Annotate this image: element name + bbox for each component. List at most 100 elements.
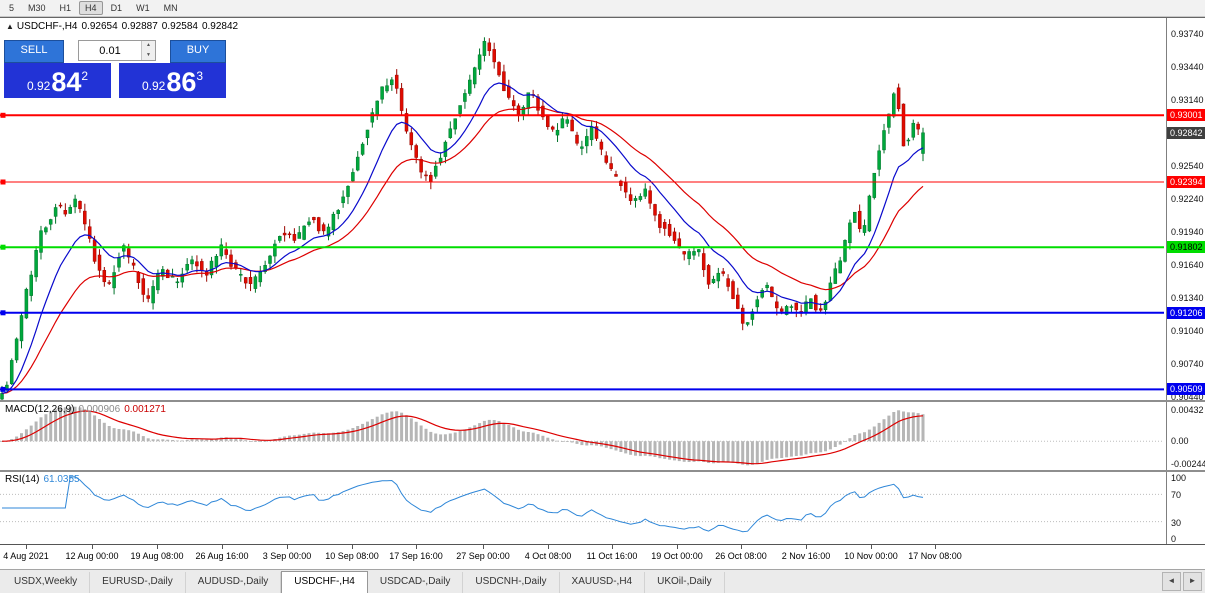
- chart-tab-usdcnh-daily[interactable]: USDCNH-,Daily: [463, 572, 559, 593]
- time-axis-label: 4 Oct 08:00: [525, 551, 572, 561]
- symbol-name: USDCHF-,H4: [17, 21, 78, 32]
- current-price-label: 0.92842: [1167, 127, 1205, 139]
- rsi-label: RSI(14) 61.0355: [5, 474, 80, 485]
- time-axis-label: 17 Nov 08:00: [908, 551, 962, 561]
- sell-price-prefix: 0.92: [27, 79, 50, 93]
- tab-scroll-right-icon[interactable]: ►: [1183, 572, 1202, 591]
- time-tick: [92, 545, 93, 549]
- rsi-tick-label: 0: [1171, 534, 1176, 544]
- one-click-trading-panel: SELL 0.01 ▲ ▼ BUY 0.92842 0.92863: [4, 40, 226, 98]
- chart-tab-usdcad-daily[interactable]: USDCAD-,Daily: [368, 572, 464, 593]
- timeframe-button-mn[interactable]: MN: [158, 1, 184, 15]
- sell-price-pip: 2: [81, 69, 88, 83]
- time-tick: [352, 545, 353, 549]
- time-tick: [677, 545, 678, 549]
- time-axis-label: 12 Aug 00:00: [65, 551, 118, 561]
- macd-tick-label: 0.00: [1171, 436, 1189, 446]
- lot-size-value[interactable]: 0.01: [79, 45, 141, 57]
- price-tick-label: 0.91640: [1171, 260, 1204, 270]
- chart-tab-xauusd-h4[interactable]: XAUUSD-,H4: [560, 572, 646, 593]
- timeframe-button-h4[interactable]: H4: [79, 1, 103, 15]
- time-axis-label: 26 Oct 08:00: [715, 551, 767, 561]
- time-axis-label: 19 Oct 00:00: [651, 551, 703, 561]
- macd-scale: 0.004320.00-0.00244: [1166, 402, 1205, 470]
- rsi-tick-label: 100: [1171, 473, 1186, 483]
- buy-price-pip: 3: [196, 69, 203, 83]
- buy-price-prefix: 0.92: [142, 79, 165, 93]
- lot-decrease-icon[interactable]: ▼: [142, 51, 155, 61]
- ohlc-open: 0.92654: [81, 21, 117, 32]
- time-axis-label: 19 Aug 08:00: [130, 551, 183, 561]
- chart-tabs: USDX,WeeklyEURUSD-,DailyAUDUSD-,DailyUSD…: [0, 570, 1160, 593]
- sell-button[interactable]: SELL: [4, 40, 64, 63]
- tab-scroll-buttons: ◄ ►: [1160, 570, 1205, 593]
- time-tick: [548, 545, 549, 549]
- ohlc-high: 0.92887: [122, 21, 158, 32]
- lot-spinner: ▲ ▼: [141, 41, 155, 60]
- price-tick-label: 0.93740: [1171, 29, 1204, 39]
- tab-scroll-left-icon[interactable]: ◄: [1162, 572, 1181, 591]
- time-axis-label: 26 Aug 16:00: [195, 551, 248, 561]
- macd-tick-label: -0.00244: [1171, 459, 1205, 469]
- time-tick: [871, 545, 872, 549]
- trading-terminal-window: 5M30H1H4D1W1MN 0.904400.907400.910400.91…: [0, 0, 1205, 593]
- timeframe-button-h1[interactable]: H1: [54, 1, 78, 15]
- macd-value-main: 0.000906: [78, 404, 120, 415]
- ohlc-low: 0.92584: [162, 21, 198, 32]
- rsi-tick-label: 30: [1171, 518, 1181, 528]
- chart-tab-usdchf-h4[interactable]: USDCHF-,H4: [281, 571, 368, 593]
- buy-button[interactable]: BUY: [170, 40, 226, 63]
- timeframe-toolbar: 5M30H1H4D1W1MN: [0, 0, 1205, 17]
- time-axis-label: 10 Nov 00:00: [844, 551, 898, 561]
- macd-svg: [0, 402, 1166, 470]
- rsi-value: 61.0355: [43, 474, 79, 485]
- time-tick: [26, 545, 27, 549]
- chart-tab-ukoil-daily[interactable]: UKOil-,Daily: [645, 572, 724, 593]
- time-axis-label: 4 Aug 2021: [3, 551, 49, 561]
- time-axis-label: 3 Sep 00:00: [263, 551, 312, 561]
- hline-price-label: 0.91206: [1167, 307, 1205, 319]
- time-tick: [416, 545, 417, 549]
- timeframe-button-w1[interactable]: W1: [130, 1, 156, 15]
- macd-label: MACD(12,26,9)0.0009060.001271: [5, 404, 166, 415]
- macd-indicator[interactable]: [0, 402, 1166, 470]
- price-scale[interactable]: 0.904400.907400.910400.913400.916400.919…: [1166, 18, 1205, 400]
- lot-increase-icon[interactable]: ▲: [142, 41, 155, 51]
- lot-size-field[interactable]: 0.01 ▲ ▼: [78, 40, 156, 61]
- time-axis-label: 17 Sep 16:00: [389, 551, 443, 561]
- time-tick: [157, 545, 158, 549]
- hline-price-label: 0.92394: [1167, 176, 1205, 188]
- price-tick-label: 0.93140: [1171, 95, 1204, 105]
- hline-price-label: 0.91802: [1167, 241, 1205, 253]
- macd-value-signal: 0.001271: [124, 404, 166, 415]
- time-tick: [806, 545, 807, 549]
- buy-price-display[interactable]: 0.92863: [119, 63, 226, 98]
- hline-price-label: 0.93001: [1167, 109, 1205, 121]
- rsi-indicator[interactable]: [0, 472, 1166, 544]
- chart-tab-usdx-weekly[interactable]: USDX,Weekly: [2, 572, 90, 593]
- price-tick-label: 0.93440: [1171, 62, 1204, 72]
- chart-tab-eurusd-daily[interactable]: EURUSD-,Daily: [90, 572, 186, 593]
- rsi-scale: 10070300: [1166, 472, 1205, 544]
- timeframe-button-m30[interactable]: M30: [22, 1, 52, 15]
- sell-price-display[interactable]: 0.92842: [4, 63, 111, 98]
- price-tick-label: 0.91940: [1171, 227, 1204, 237]
- time-axis-label: 11 Oct 16:00: [587, 551, 638, 561]
- time-tick: [935, 545, 936, 549]
- time-tick: [222, 545, 223, 549]
- price-tick-label: 0.91340: [1171, 293, 1204, 303]
- price-tick-label: 0.91040: [1171, 326, 1204, 336]
- time-tick: [483, 545, 484, 549]
- ohlc-close: 0.92842: [202, 21, 238, 32]
- buy-price-big: 86: [166, 67, 196, 98]
- time-axis-label: 10 Sep 08:00: [325, 551, 379, 561]
- chart-tab-audusd-daily[interactable]: AUDUSD-,Daily: [186, 572, 282, 593]
- timeframe-button-d1[interactable]: D1: [105, 1, 129, 15]
- rsi-name: RSI(14): [5, 474, 39, 485]
- price-tick-label: 0.92540: [1171, 161, 1204, 171]
- time-axis[interactable]: 4 Aug 2021 12 Aug 00:00 19 Aug 08:00 26 Aug…: [0, 545, 1166, 569]
- time-tick: [741, 545, 742, 549]
- price-tick-label: 0.90740: [1171, 359, 1204, 369]
- timeframe-button-5[interactable]: 5: [3, 1, 20, 15]
- time-axis-label: 2 Nov 16:00: [782, 551, 831, 561]
